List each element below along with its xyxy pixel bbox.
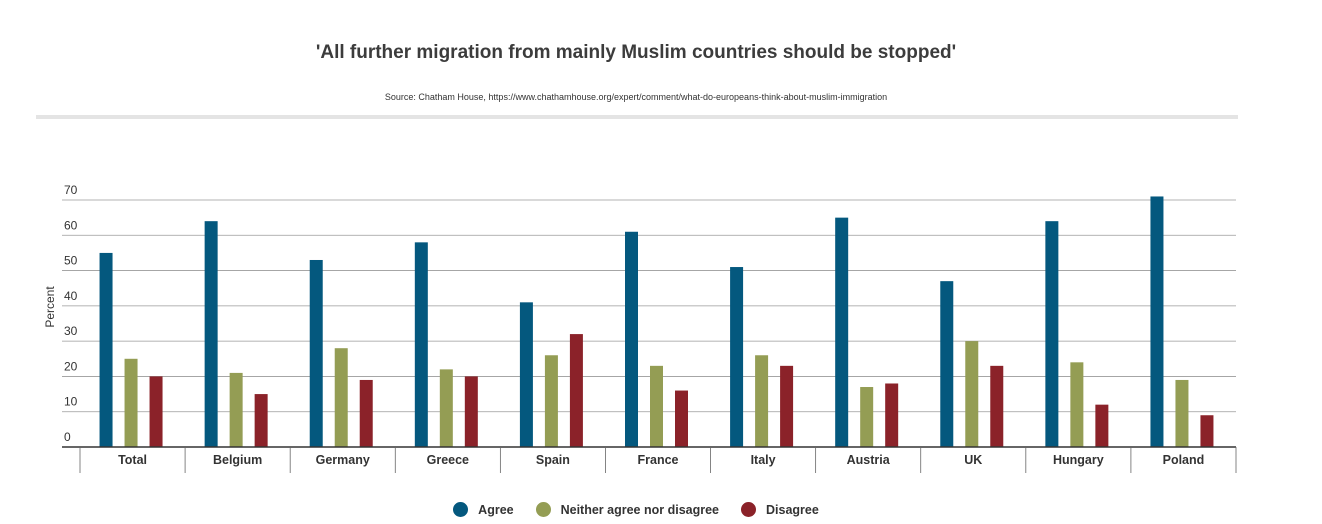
bar-agree-uk [940, 281, 954, 447]
legend-swatch [535, 502, 551, 517]
bar-disagree-uk [990, 365, 1004, 447]
y-axis-label: Percent [43, 286, 57, 328]
legend-item: Agree [453, 502, 514, 517]
bar-neither-agree-nor-disagree-uk [965, 341, 979, 447]
y-tick-label: 10 [64, 395, 78, 409]
legend-item: Neither agree nor disagree [535, 502, 720, 517]
x-tick-label: Austria [847, 453, 891, 467]
bar-neither-agree-nor-disagree-france [650, 365, 663, 447]
bar-neither-agree-nor-disagree-belgium [229, 372, 243, 447]
y-tick-label: 20 [64, 359, 78, 373]
bar-neither-agree-nor-disagree-spain [544, 355, 558, 447]
bar-neither-agree-nor-disagree-austria [860, 387, 874, 447]
x-tick-label: Belgium [213, 453, 262, 467]
chart-source: Source: Chatham House, https://www.chath… [384, 92, 888, 102]
y-tick-label: 0 [64, 430, 71, 444]
bar-agree-belgium [204, 221, 218, 447]
bar-disagree-poland [1200, 415, 1214, 447]
header-divider [36, 115, 1238, 119]
bar-agree-greece [414, 242, 428, 447]
gridlines: 0 10 20 30 40 50 60 70 [62, 183, 1236, 444]
legend-swatch [453, 502, 469, 517]
bar-agree-germany [309, 259, 323, 447]
bar-agree-italy [730, 267, 744, 447]
bar-neither-agree-nor-disagree-poland [1175, 379, 1189, 447]
legend-label: Disagree [766, 502, 819, 517]
x-tick-label: France [638, 453, 679, 467]
y-tick-label: 40 [64, 289, 78, 303]
bar-disagree-hungary [1095, 404, 1109, 447]
y-tick-label: 70 [64, 183, 78, 197]
x-tick-label: Spain [536, 453, 570, 467]
bar-disagree-greece [464, 376, 478, 447]
y-tick-label: 50 [64, 254, 78, 268]
legend: Agree Neither agree nor disagree Disagree [0, 502, 1272, 517]
bar-neither-agree-nor-disagree-hungary [1070, 362, 1084, 447]
bar-disagree-austria [885, 383, 899, 447]
bar-chart: 0 10 20 30 40 50 60 70 Total Belgium Germany Greec… [43, 183, 1237, 473]
bars [99, 196, 1214, 447]
x-tick-label: UK [964, 453, 982, 467]
bar-disagree-germany [359, 379, 373, 447]
bar-agree-austria [835, 217, 849, 447]
legend-label: Neither agree nor disagree [560, 502, 720, 517]
bar-disagree-italy [780, 365, 794, 447]
bar-disagree-belgium [254, 394, 268, 447]
x-tick-label: Total [118, 453, 147, 467]
y-tick-label: 30 [64, 324, 78, 338]
bar-agree-spain [519, 302, 533, 447]
bar-agree-total [99, 252, 113, 447]
bar-agree-poland [1150, 196, 1164, 447]
bar-disagree-spain [569, 334, 583, 447]
bar-agree-france [625, 231, 638, 447]
bar-disagree-total [149, 376, 163, 447]
x-tick-label: Hungary [1053, 453, 1104, 467]
x-tick-label: Italy [751, 453, 776, 467]
axes: Total Belgium Germany Greece Spain France Ital… [62, 446, 1237, 473]
x-tick-label: Poland [1163, 453, 1205, 467]
legend-swatch [741, 502, 757, 517]
bar-agree-hungary [1045, 221, 1059, 447]
x-tick-label: Germany [316, 453, 370, 467]
chart-title: 'All further migration from mainly Musli… [315, 42, 957, 63]
bar-neither-agree-nor-disagree-greece [439, 369, 453, 447]
x-tick-label: Greece [427, 453, 469, 467]
legend-item: Disagree [741, 502, 819, 517]
bar-neither-agree-nor-disagree-total [124, 358, 138, 447]
bar-neither-agree-nor-disagree-germany [334, 348, 348, 447]
y-tick-label: 60 [64, 218, 78, 232]
legend-label: Agree [478, 502, 514, 517]
bar-disagree-france [675, 390, 688, 447]
bar-neither-agree-nor-disagree-italy [755, 355, 769, 447]
